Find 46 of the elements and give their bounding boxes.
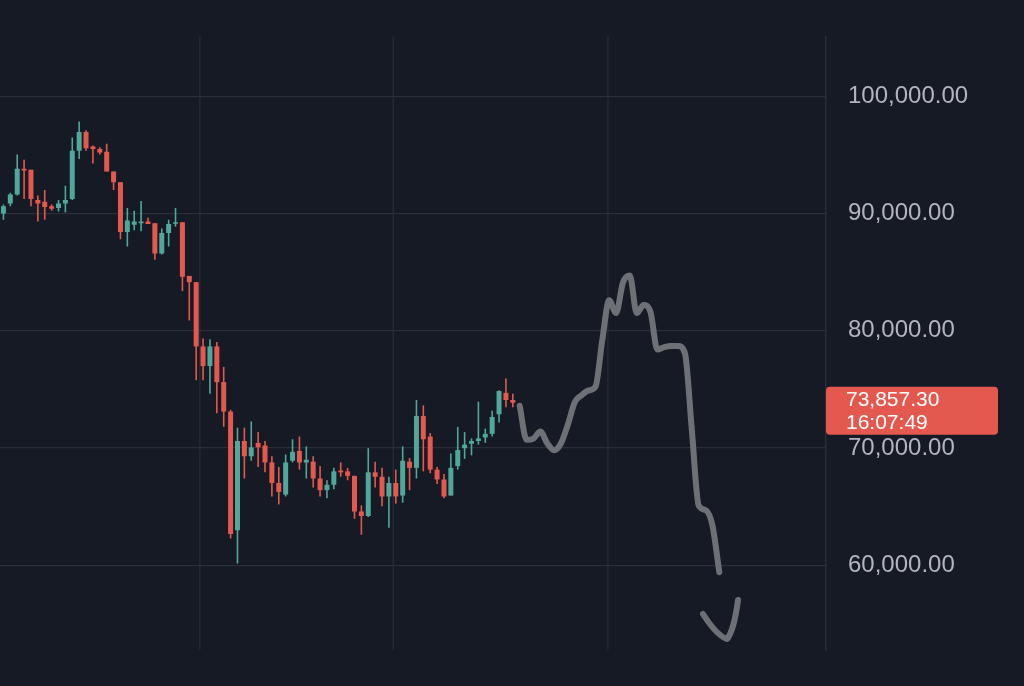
y-tick-label: 60,000.00 <box>848 549 955 577</box>
candlestick <box>324 479 330 500</box>
candlestick <box>290 438 296 464</box>
candlestick <box>111 170 117 191</box>
candlestick <box>510 392 516 408</box>
candlestick <box>248 420 254 462</box>
candlestick <box>166 218 172 248</box>
candlestick <box>276 466 282 506</box>
candlestick <box>296 435 302 471</box>
candlestick <box>503 377 509 408</box>
candlestick <box>386 475 392 529</box>
candlestick <box>262 440 268 474</box>
candlestick <box>186 275 192 322</box>
candlestick <box>379 467 385 508</box>
candlestick <box>420 404 426 473</box>
y-tick-label: 90,000.00 <box>848 198 955 226</box>
candlestick <box>200 337 206 382</box>
candlestick <box>124 207 130 248</box>
candlestick <box>255 431 261 468</box>
candlestick <box>331 467 337 491</box>
y-tick-label: 100,000.00 <box>848 80 969 108</box>
text: 73,857.30 <box>846 386 940 410</box>
candlestick <box>173 207 179 228</box>
candlestick <box>76 120 82 160</box>
candlestick <box>131 209 137 232</box>
candlestick <box>496 389 502 424</box>
candlestick <box>455 426 461 471</box>
candlestick <box>407 457 413 491</box>
candlestick <box>372 460 378 489</box>
candlestick <box>358 504 364 536</box>
candlestick <box>393 468 399 505</box>
candlestick <box>489 409 495 438</box>
candlestick <box>207 338 213 395</box>
candlestick <box>241 426 247 480</box>
candlestick <box>42 189 48 221</box>
candlestick <box>475 400 481 446</box>
candlestick <box>138 200 144 233</box>
candlestick <box>269 455 275 498</box>
candlestick <box>159 227 165 256</box>
candlestick <box>441 473 447 500</box>
y-tick-label: 80,000.00 <box>848 315 955 343</box>
y-tick-label: 70,000.00 <box>848 432 955 460</box>
candlestick <box>104 142 110 173</box>
text: 16:07:49 <box>846 409 928 433</box>
candlestick <box>310 455 316 489</box>
candlestick <box>317 465 323 498</box>
